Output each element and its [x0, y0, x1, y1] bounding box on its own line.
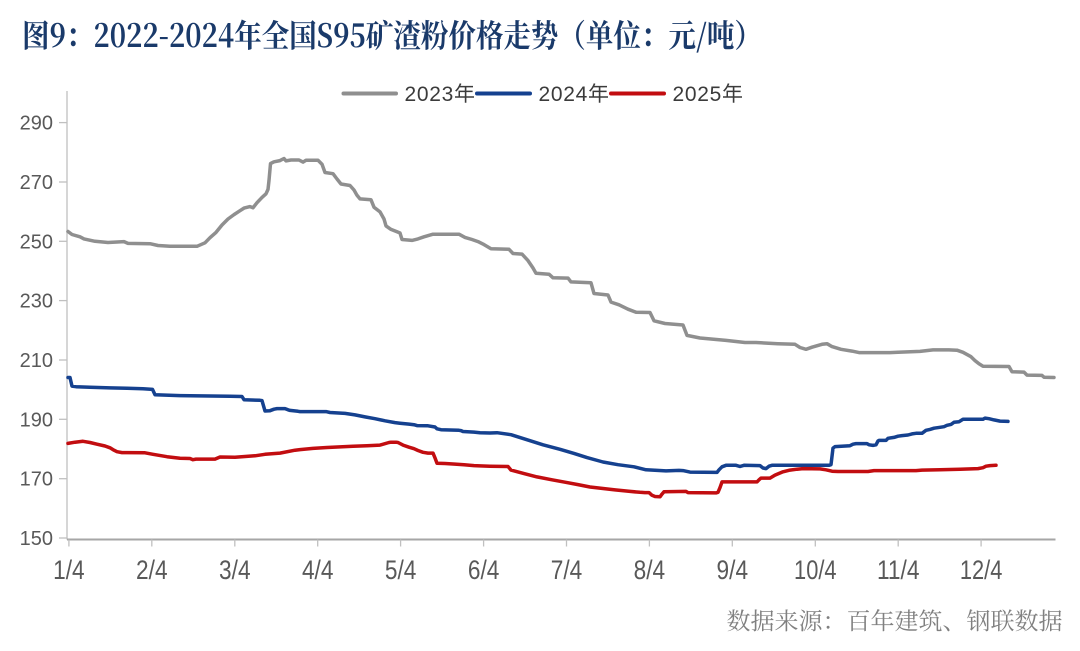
svg-text:230: 230 [20, 291, 53, 313]
svg-text:250: 250 [20, 231, 53, 253]
svg-text:290: 290 [20, 113, 53, 135]
svg-text:8/4: 8/4 [634, 555, 666, 585]
svg-text:12/4: 12/4 [960, 555, 1003, 585]
svg-text:210: 210 [20, 350, 53, 372]
svg-text:7/4: 7/4 [551, 555, 583, 585]
svg-text:3/4: 3/4 [219, 555, 251, 585]
svg-text:270: 270 [20, 172, 53, 194]
svg-text:2024: 2024 [539, 83, 589, 106]
svg-text:11/4: 11/4 [877, 555, 920, 585]
svg-text:190: 190 [20, 409, 53, 431]
svg-text:6/4: 6/4 [468, 555, 500, 585]
svg-text:150: 150 [20, 528, 53, 550]
svg-text:5/4: 5/4 [385, 555, 417, 585]
svg-text:2025: 2025 [673, 83, 723, 106]
svg-text:4/4: 4/4 [302, 555, 334, 585]
svg-text:10/4: 10/4 [794, 555, 837, 585]
svg-text:9/4: 9/4 [717, 555, 749, 585]
svg-text:2023: 2023 [405, 83, 455, 106]
svg-text:1/4: 1/4 [53, 555, 85, 585]
svg-text:170: 170 [20, 469, 53, 491]
svg-text:2/4: 2/4 [136, 555, 168, 585]
